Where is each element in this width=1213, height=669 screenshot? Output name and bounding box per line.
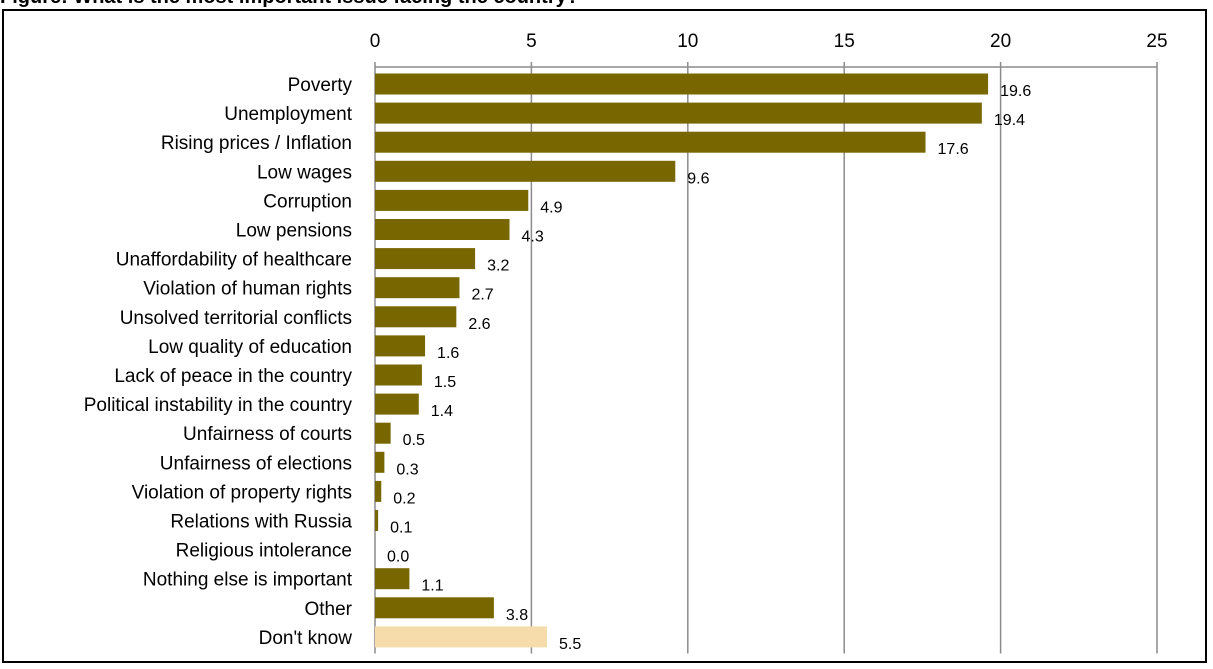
bar-12 — [375, 422, 391, 444]
value-label: 5.5 — [559, 636, 581, 653]
category-label: Political instability in the country — [84, 395, 353, 416]
bar-4 — [375, 189, 529, 211]
x-tick-label: 25 — [1146, 31, 1167, 52]
bar-10 — [375, 364, 422, 386]
category-label: Low pensions — [236, 221, 352, 242]
bar-8 — [375, 306, 457, 328]
category-label: Corruption — [263, 191, 352, 212]
title-strip: Figure: What is the most important issue… — [0, 0, 1213, 10]
category-label: Unaffordability of healthcare — [116, 250, 352, 271]
value-label: 19.4 — [994, 112, 1025, 129]
value-label: 1.4 — [431, 403, 453, 420]
bar-15 — [375, 510, 379, 531]
bar-layer — [375, 73, 989, 648]
category-label: Rising prices / Inflation — [161, 133, 352, 154]
category-label: Unfairness of elections — [160, 453, 352, 474]
value-label: 1.6 — [437, 345, 459, 362]
category-label: Relations with Russia — [170, 512, 352, 533]
value-label: 0.3 — [396, 461, 418, 478]
x-tick-label: 10 — [677, 31, 698, 52]
x-tick-label: 20 — [990, 31, 1011, 52]
bar-19 — [375, 626, 548, 648]
bar-6 — [375, 248, 476, 270]
category-label: Violation of property rights — [132, 482, 352, 503]
value-label: 0.2 — [393, 490, 415, 507]
category-label: Poverty — [288, 75, 353, 96]
bar-14 — [375, 480, 382, 502]
bar-18 — [375, 597, 494, 619]
category-label: Low quality of education — [148, 337, 352, 358]
bar-5 — [375, 219, 510, 240]
bar-17 — [375, 568, 410, 590]
bar-2 — [375, 131, 926, 153]
value-label: 4.9 — [540, 199, 562, 216]
bar-7 — [375, 277, 460, 299]
category-label: Lack of peace in the country — [114, 366, 352, 387]
category-label: Religious intolerance — [176, 541, 352, 562]
value-label: 3.8 — [506, 607, 528, 624]
value-label: 2.7 — [471, 287, 493, 304]
category-label: Other — [304, 599, 352, 620]
category-label: Violation of human rights — [143, 279, 352, 300]
value-label: 17.6 — [938, 141, 969, 158]
bar-1 — [375, 102, 982, 124]
category-label: Nothing else is important — [143, 570, 353, 591]
category-label: Don't know — [259, 628, 353, 649]
chart-frame — [2, 9, 1207, 663]
value-label: 1.5 — [434, 374, 456, 391]
category-label: Low wages — [257, 162, 352, 183]
x-tick-label: 0 — [370, 31, 381, 52]
value-label: 3.2 — [487, 258, 509, 275]
value-label: 4.3 — [522, 229, 544, 246]
value-label: 19.6 — [1000, 83, 1031, 100]
x-tick-label: 15 — [834, 31, 855, 52]
bar-9 — [375, 335, 426, 357]
category-label: Unfairness of courts — [183, 424, 352, 445]
value-label: 0.0 — [387, 549, 409, 566]
value-label: 2.6 — [468, 316, 490, 333]
category-label: Unemployment — [224, 104, 352, 125]
x-tick-label: 5 — [526, 31, 537, 52]
bar-0 — [375, 73, 989, 95]
grid-layer — [374, 62, 1158, 654]
text-layer: 0 5 10 15 20 25 Poverty 19.6 Unemployment 19.4 Ris… — [84, 31, 1168, 653]
bar-13 — [375, 451, 385, 473]
value-label: 1.1 — [421, 578, 443, 595]
bar-3 — [375, 160, 676, 182]
value-label: 0.1 — [390, 520, 412, 537]
value-label: 0.5 — [403, 432, 425, 449]
bar-11 — [375, 393, 419, 415]
category-label: Unsolved territorial conflicts — [120, 308, 352, 329]
value-label: 9.6 — [687, 170, 709, 187]
page-title: Figure: What is the most important issue… — [0, 0, 579, 9]
